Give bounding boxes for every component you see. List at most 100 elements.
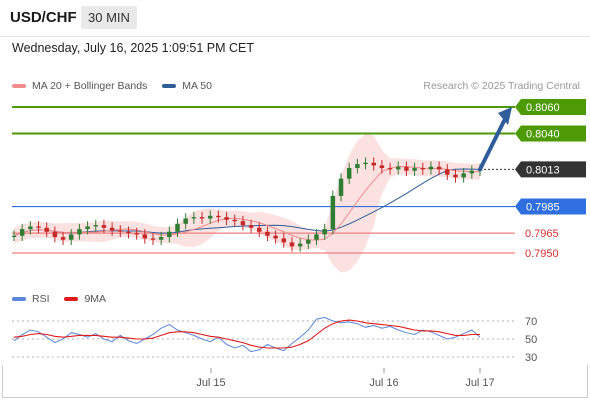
candle-body [445, 169, 450, 175]
candle-body [232, 219, 237, 222]
candle-body [150, 238, 156, 240]
legend-item-rsi: RSI [12, 293, 50, 305]
level-label-0.8013: 0.8013 [526, 164, 560, 176]
candle-body [77, 229, 82, 235]
candle-body [68, 234, 74, 240]
candle-body [330, 195, 336, 230]
candle-body [387, 168, 393, 170]
level-label-0.7965: 0.7965 [525, 228, 559, 240]
candle-body [44, 227, 49, 232]
credit-text: Research © 2025 Trading Central [423, 80, 580, 92]
candle-body [134, 233, 139, 235]
candle-body [404, 166, 409, 171]
ma20-line [13, 165, 480, 241]
legend-label-ma50: MA 50 [182, 80, 212, 92]
candle-body [273, 235, 278, 239]
candle-body [257, 227, 262, 232]
candle-body [371, 162, 376, 166]
candle-body [395, 166, 401, 170]
x-tick-label: Jul 17 [465, 377, 494, 389]
candle-body [158, 237, 164, 240]
candle-body [52, 231, 58, 238]
level-tag-0.8040 [515, 125, 586, 142]
rsi-swatch [12, 297, 26, 302]
candle-body [109, 227, 115, 231]
bollinger-band [14, 134, 480, 273]
legend-item-ma50: MA 50 [162, 80, 212, 92]
candle-body [216, 215, 221, 218]
candle-body [85, 226, 90, 230]
legend-label-9ma: 9MA [84, 293, 107, 305]
candle-body [183, 218, 188, 224]
rsi-line [13, 316, 481, 353]
legend-item-ma20: MA 20 + Bollinger Bands [12, 80, 147, 92]
ma50-swatch [162, 84, 177, 89]
forecast-arrow-head [498, 107, 512, 125]
level-tag-0.8060 [515, 99, 586, 115]
candle-body [289, 242, 295, 247]
level-label-0.8040: 0.8040 [526, 129, 560, 141]
rsi-tick-70: 70 [525, 316, 537, 328]
legend-label-rsi: RSI [32, 293, 50, 305]
candle-body [199, 217, 205, 219]
candle-body [28, 226, 33, 230]
level-label-0.7985: 0.7985 [526, 202, 560, 214]
candle-body [461, 173, 466, 178]
candle-body [306, 239, 311, 244]
legend-label-ma20: MA 20 + Bollinger Bands [32, 80, 148, 92]
level-tag-0.7985 [515, 198, 586, 215]
candle-body [363, 162, 368, 165]
candle-body [453, 174, 458, 178]
candle-body [412, 168, 417, 171]
candle-body [142, 234, 148, 239]
candle-body [436, 166, 442, 170]
candle-body [420, 168, 426, 170]
candle-body [167, 231, 172, 238]
candle-body [428, 166, 434, 170]
candle-body [379, 165, 385, 169]
candle-body [338, 178, 344, 196]
rsi-legend: RSI 9MA [12, 293, 118, 305]
candle-body [60, 237, 66, 240]
ma9-swatch [64, 297, 79, 302]
candle-body [118, 230, 123, 232]
x-tick-label: Jul 15 [196, 377, 225, 389]
candle-body [248, 225, 254, 228]
candle-body [175, 223, 180, 232]
candle-body [126, 231, 131, 234]
symbol-title: USD/CHF [10, 9, 77, 26]
top-bar: USD/CHF 30 MIN [0, 0, 590, 37]
timestamp: Wednesday, July 16, 2025 1:09:51 PM CET [12, 41, 255, 55]
ma50-line [13, 168, 481, 237]
candle-body [11, 235, 17, 237]
candle-body [469, 170, 475, 174]
ma20-swatch [12, 84, 26, 89]
candle-body [191, 217, 197, 219]
candle-body [322, 229, 327, 235]
candle-body [297, 243, 303, 247]
candle-body [346, 168, 352, 179]
level-label-0.8060: 0.8060 [526, 102, 560, 114]
candle-body [101, 225, 107, 228]
candle-body [355, 164, 360, 169]
timeframe-button[interactable]: 30 MIN [81, 6, 137, 29]
candle-body [240, 221, 246, 226]
candle-body [314, 234, 319, 240]
candle-body [93, 225, 99, 227]
level-tag-0.8013 [515, 161, 586, 178]
level-label-0.7950: 0.7950 [525, 248, 559, 260]
candle-body [19, 229, 25, 236]
price-legend: MA 20 + Bollinger Bands MA 50 [12, 80, 224, 92]
rsi-tick-50: 50 [525, 334, 537, 346]
candle-body [207, 215, 213, 219]
rsi-tick-30: 30 [525, 352, 537, 364]
candle-body [281, 238, 287, 243]
x-tick-label: Jul 16 [369, 377, 398, 389]
rsi-ma-line [13, 319, 480, 349]
candle-body [36, 226, 41, 228]
candle-body [224, 217, 229, 220]
legend-item-9ma: 9MA [64, 293, 106, 305]
forecast-arrow-shaft [478, 119, 506, 172]
candle-body [265, 231, 270, 236]
